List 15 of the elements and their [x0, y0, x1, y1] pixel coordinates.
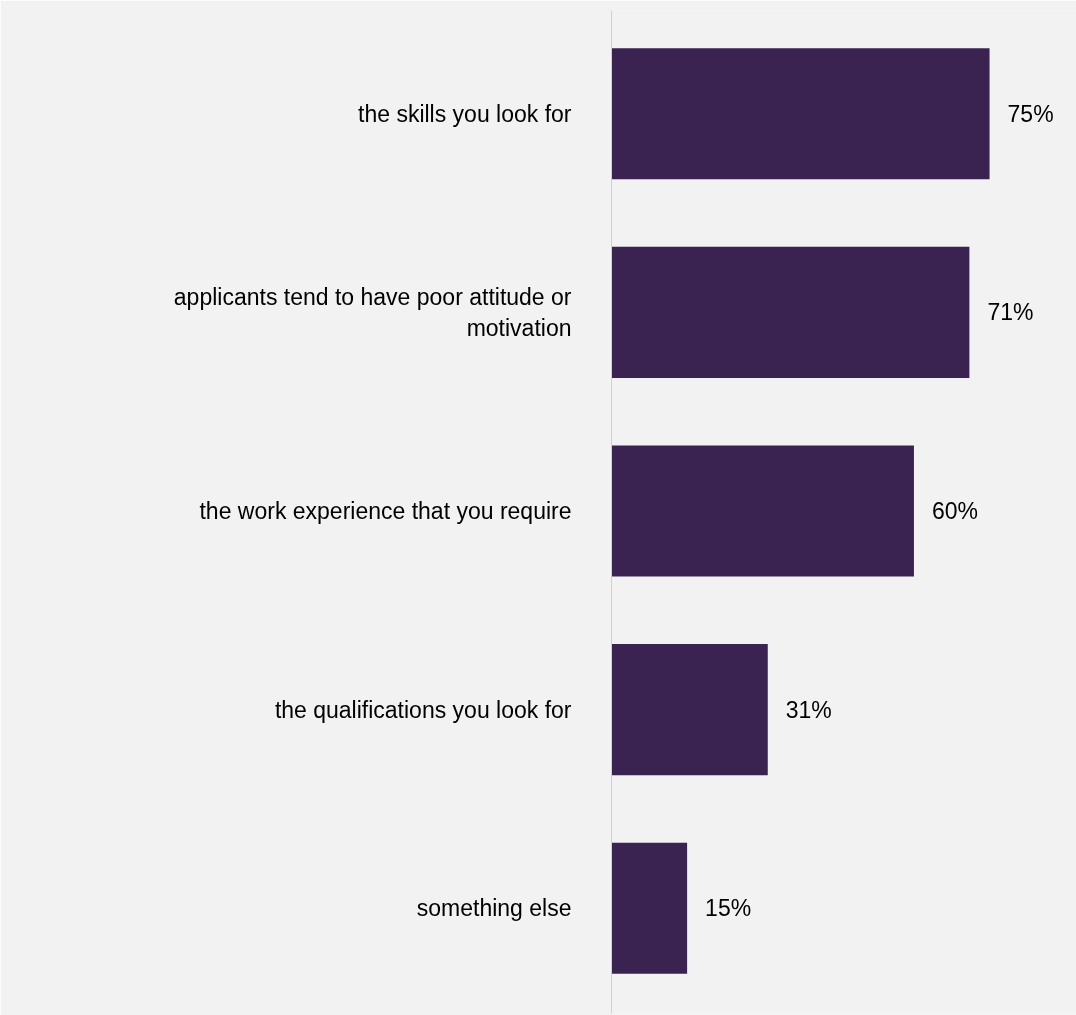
- y-tick-label: the skills you look for: [358, 100, 572, 127]
- bar: [611, 842, 688, 974]
- y-tick-label: applicants tend to have poor attitude or motivation: [173, 283, 572, 341]
- data-label: 75%: [1007, 100, 1054, 127]
- bar: [611, 445, 914, 577]
- bar: [611, 246, 970, 378]
- data-label: 31%: [785, 696, 832, 723]
- data-label: 15%: [705, 895, 752, 922]
- data-label: 60%: [931, 498, 978, 525]
- bar: [611, 48, 990, 180]
- y-tick-label: something else: [416, 895, 572, 922]
- y-tick-label: the qualifications you look for: [274, 696, 572, 723]
- bar: [611, 644, 768, 776]
- y-tick-label: the work experience that you require: [199, 498, 572, 525]
- data-label: 71%: [987, 299, 1034, 326]
